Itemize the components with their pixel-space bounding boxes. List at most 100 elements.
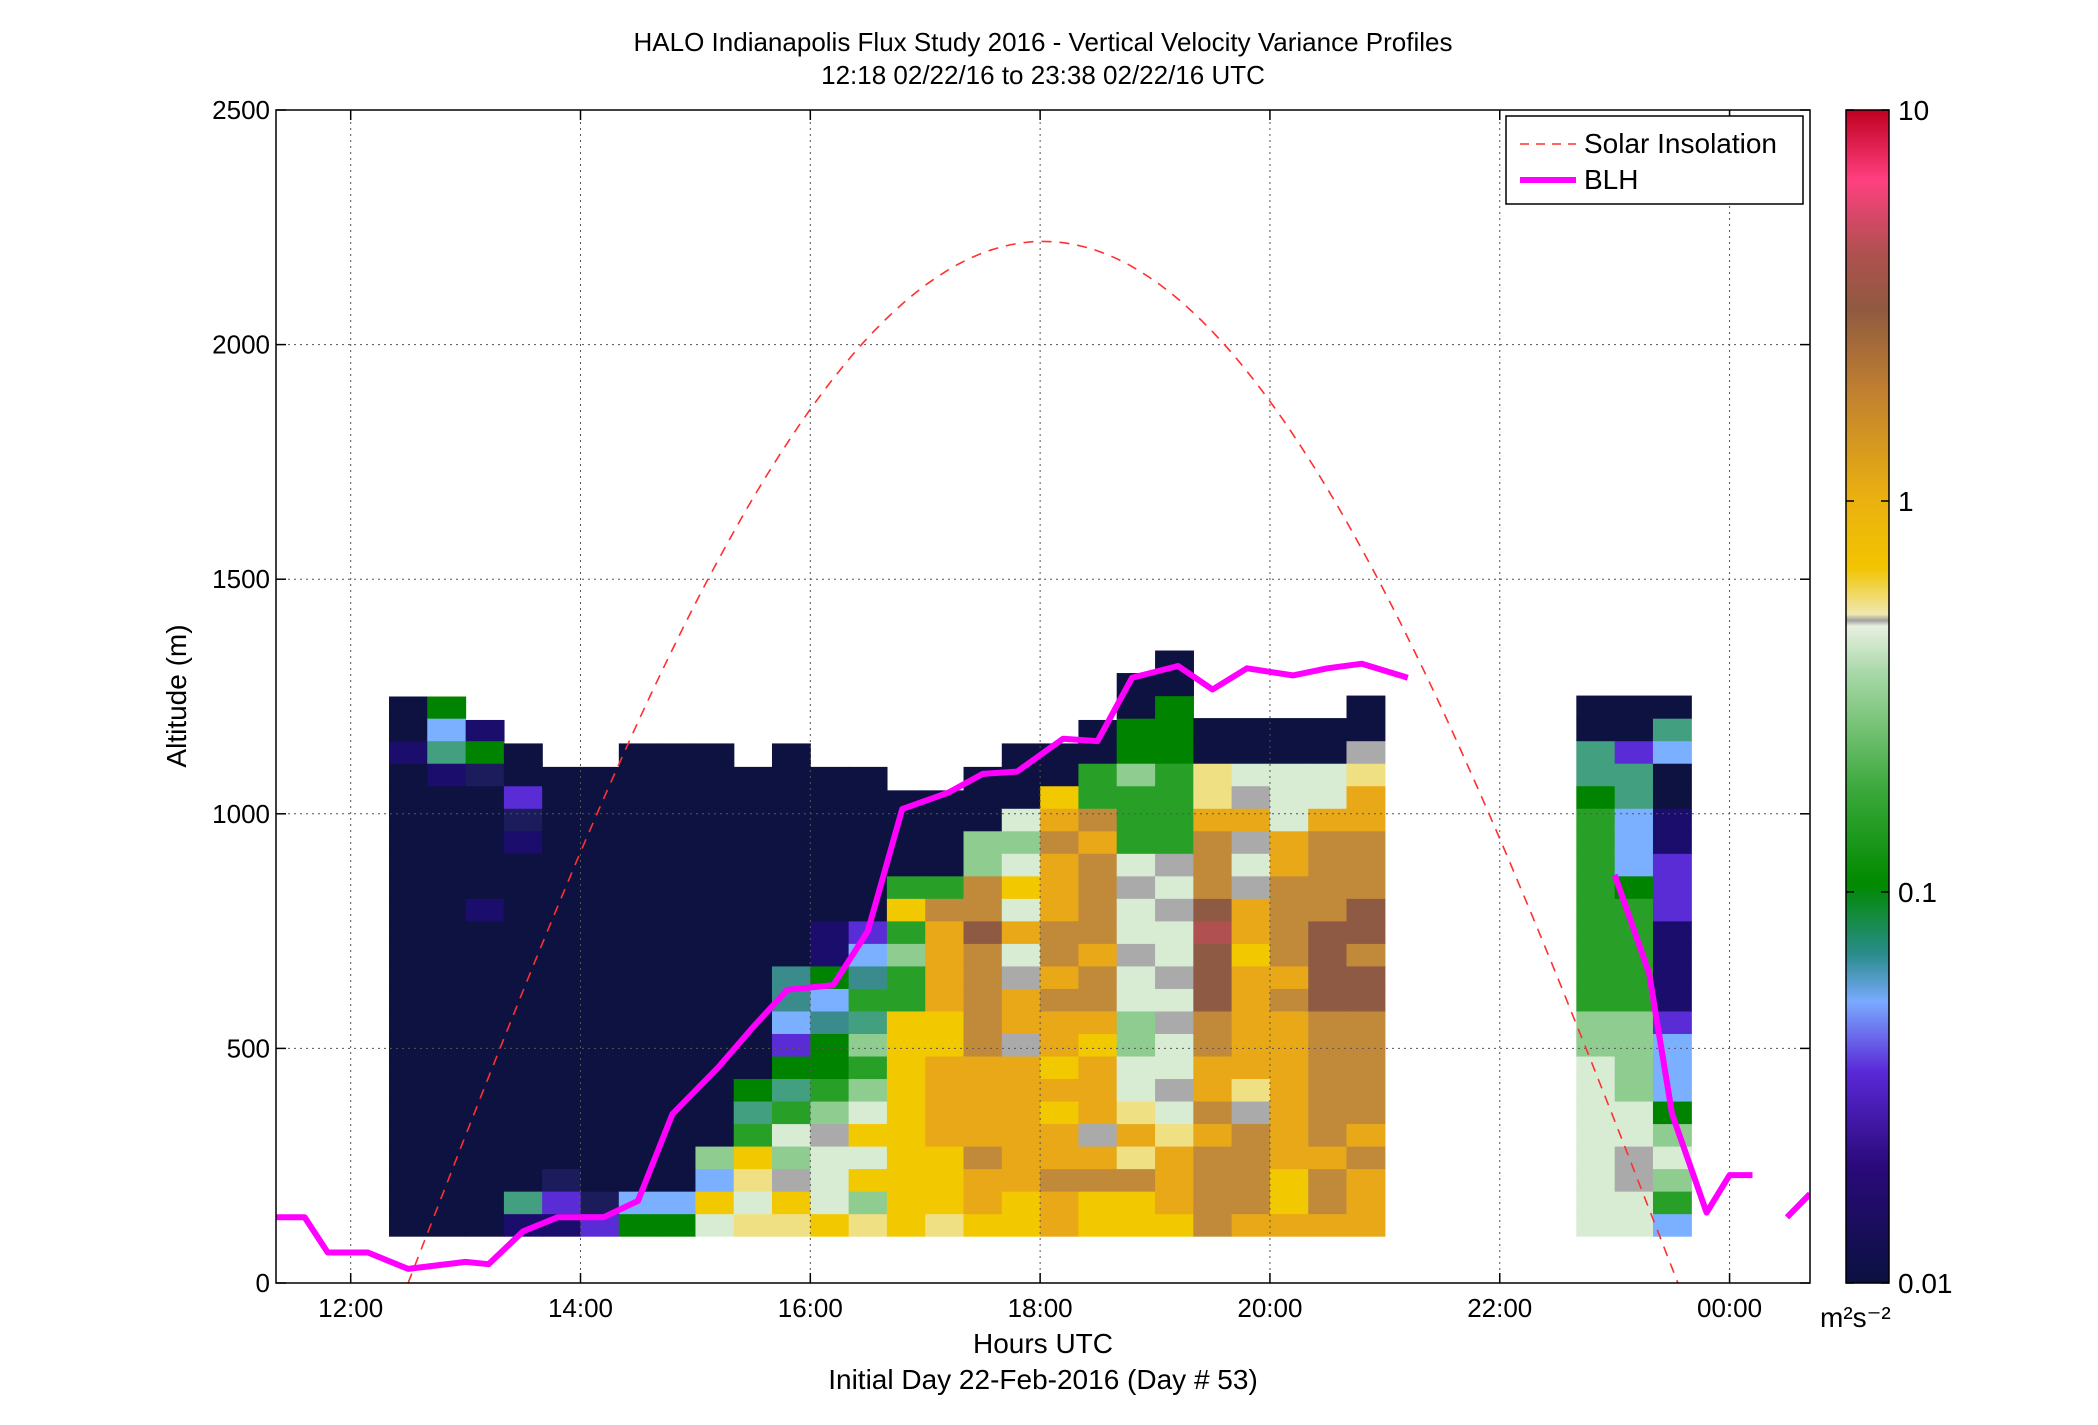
heatmap-cell <box>465 1055 505 1080</box>
heatmap-cell <box>1155 1123 1194 1147</box>
heatmap-cell <box>427 740 467 764</box>
heatmap-cell <box>1078 1078 1118 1102</box>
heatmap-cell <box>1231 1100 1271 1125</box>
heatmap-cell <box>695 763 735 787</box>
legend-label-blh: BLH <box>1584 164 1638 195</box>
heatmap-cell <box>580 988 620 1012</box>
heatmap-cell <box>886 1010 926 1034</box>
heatmap-cell <box>580 1145 620 1170</box>
heatmap-cell <box>963 1213 1003 1237</box>
heatmap-cell <box>1155 875 1194 899</box>
heatmap-cell <box>1116 853 1156 877</box>
heatmap-cell <box>580 1055 620 1080</box>
heatmap-cell <box>657 853 696 877</box>
heatmap-cell <box>542 1055 582 1080</box>
heatmap-cell <box>1155 1191 1194 1215</box>
heatmap-cell <box>1040 1145 1080 1170</box>
heatmap-cell <box>580 853 620 877</box>
heatmap-cell <box>542 1010 582 1034</box>
heatmap-cell <box>1346 808 1386 832</box>
heatmap-cell <box>465 1078 505 1102</box>
x-tick-label: 20:00 <box>1237 1293 1302 1323</box>
heatmap-cell <box>465 1145 505 1170</box>
heatmap-cell <box>810 808 850 832</box>
heatmap-cell <box>1001 1213 1041 1237</box>
heatmap-cell <box>465 1168 505 1192</box>
heatmap-cell <box>963 920 1003 944</box>
heatmap-cell <box>1308 1010 1348 1034</box>
heatmap-cell <box>886 1033 926 1057</box>
heatmap-cell <box>465 853 505 877</box>
heatmap-cell <box>1652 1055 1692 1080</box>
heatmap-cell <box>388 1213 428 1237</box>
heatmap-cell <box>1001 1191 1041 1215</box>
heatmap-cell <box>618 875 658 899</box>
heatmap-cell <box>1116 1191 1156 1215</box>
heatmap-cell <box>1614 1168 1654 1192</box>
heatmap-cell <box>1116 875 1156 899</box>
heatmap-cell <box>503 1191 543 1215</box>
heatmap-cell <box>503 1123 543 1147</box>
heatmap-cell <box>1231 1078 1271 1102</box>
heatmap-cell <box>1308 965 1348 989</box>
y-axis-label: Altitude (m) <box>161 624 192 767</box>
heatmap-cell <box>542 1033 582 1057</box>
heatmap-cell <box>848 1100 888 1125</box>
heatmap-cell <box>1576 785 1616 809</box>
heatmap-cell <box>1040 1033 1080 1057</box>
blh-line <box>1611 873 1753 1216</box>
heatmap-cell <box>503 875 543 899</box>
heatmap-cell <box>1346 718 1386 742</box>
x-axis-sublabel: Initial Day 22-Feb-2016 (Day # 53) <box>828 1364 1258 1395</box>
heatmap-cell <box>1614 695 1654 719</box>
heatmap-cell <box>1231 965 1271 989</box>
heatmap-cell <box>1116 695 1156 719</box>
heatmap-cell <box>810 1191 850 1215</box>
heatmap-cell <box>1308 830 1348 854</box>
heatmap-cell <box>465 785 505 809</box>
heatmap-cell <box>1614 785 1654 809</box>
heatmap-cell <box>465 988 505 1012</box>
heatmap-cell <box>1269 785 1309 809</box>
heatmap-cell <box>1040 920 1080 944</box>
heatmap-cell <box>695 1033 735 1057</box>
heatmap-cell <box>1116 808 1156 832</box>
heatmap-cell <box>618 853 658 877</box>
heatmap-cell <box>925 1010 965 1034</box>
heatmap-cell <box>427 1123 467 1147</box>
heatmap-cell <box>427 718 467 742</box>
heatmap-cell <box>1040 1213 1080 1237</box>
colorbar-ticks: 0.01 0.1 1 10 <box>1846 95 1953 1299</box>
heatmap-cell <box>1576 1010 1616 1034</box>
heatmap-cell <box>771 853 811 877</box>
heatmap-cell <box>1116 763 1156 787</box>
x-tick-label: 00:00 <box>1697 1293 1762 1323</box>
heatmap-cell <box>1614 830 1654 854</box>
heatmap-cell <box>733 1213 773 1237</box>
heatmap-cell <box>1576 718 1616 742</box>
heatmap-cell <box>1614 853 1654 877</box>
heatmap-cell <box>618 763 658 787</box>
heatmap-cell <box>465 1100 505 1125</box>
heatmap-cell <box>1116 740 1156 764</box>
heatmap-cell <box>1116 1123 1156 1147</box>
heatmap-cell <box>1652 988 1692 1012</box>
heatmap-cell <box>427 988 467 1012</box>
heatmap-cell <box>963 1168 1003 1192</box>
colorbar-gradient <box>1845 109 1890 1284</box>
heatmap-cell <box>427 785 467 809</box>
heatmap-cell <box>542 785 582 809</box>
heatmap-cell <box>1652 853 1692 877</box>
heatmap-cell <box>1614 763 1654 787</box>
heatmap-cell <box>771 1078 811 1102</box>
heatmap-cell <box>695 743 735 764</box>
heatmap-cell <box>848 853 888 877</box>
heatmap-cell <box>580 875 620 899</box>
heatmap-cell <box>1078 740 1118 764</box>
heatmap-cell <box>1308 875 1348 899</box>
heatmap-cell <box>810 1123 850 1147</box>
heatmap-cell <box>580 943 620 967</box>
heatmap-cell <box>1078 1100 1118 1125</box>
heatmap-cell <box>1308 1145 1348 1170</box>
heatmap-cell <box>465 1123 505 1147</box>
